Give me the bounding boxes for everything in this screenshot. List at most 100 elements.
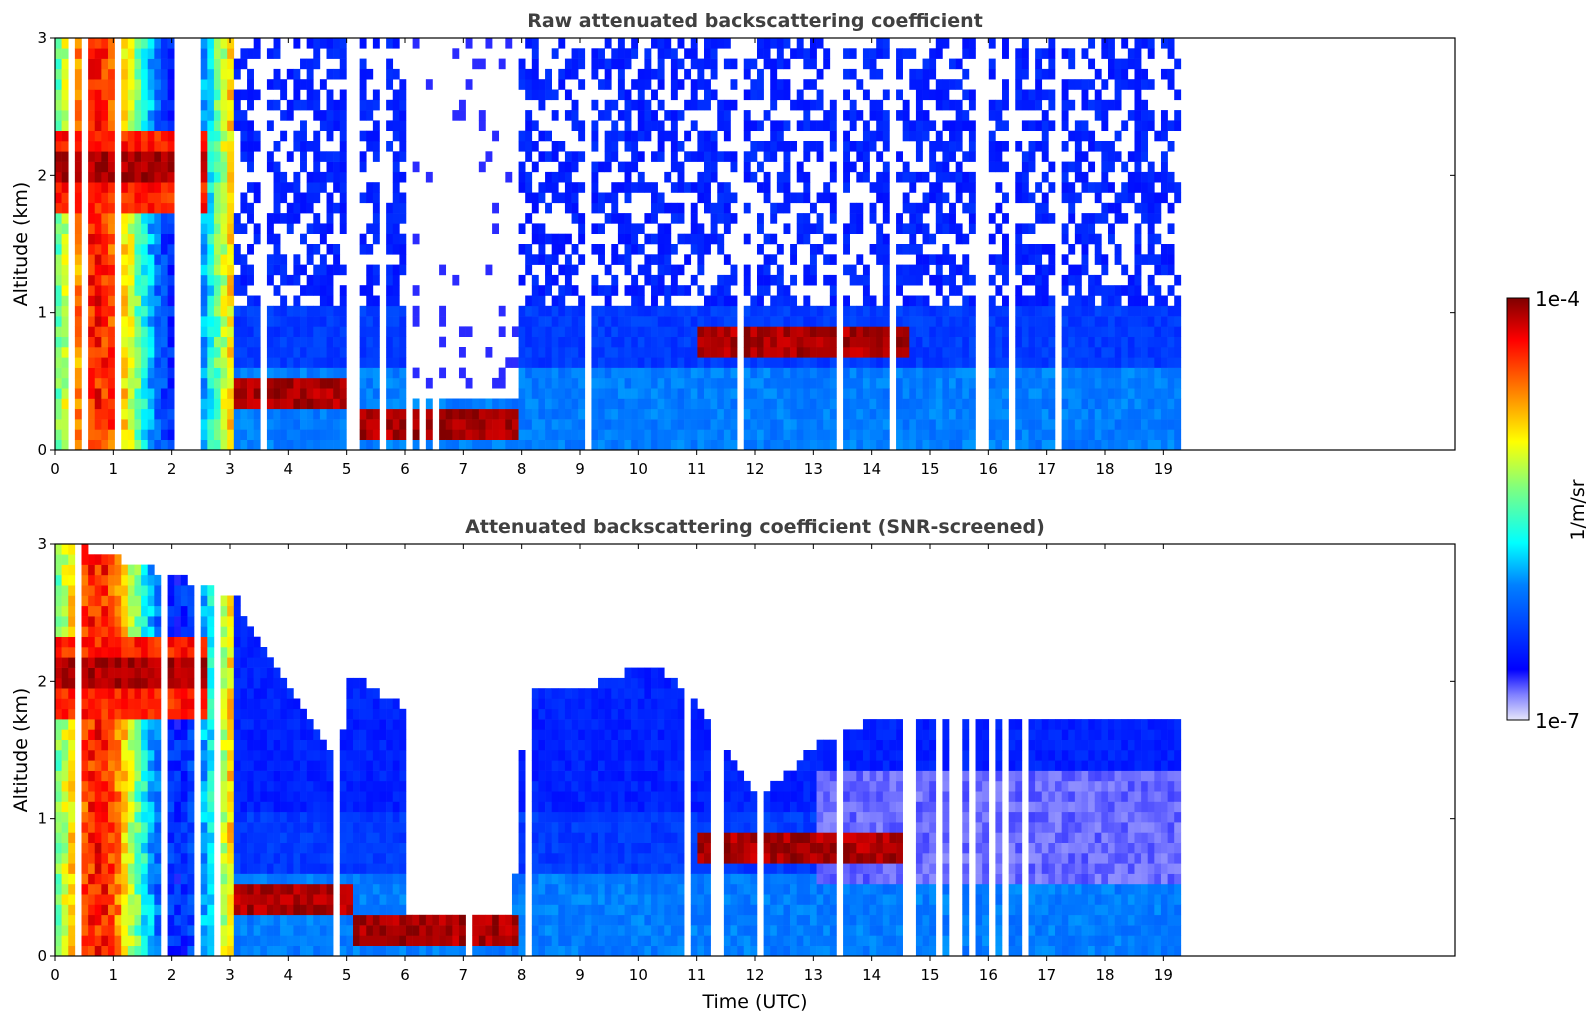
heatmap-cell: [598, 223, 605, 234]
heatmap-cell: [664, 254, 672, 265]
heatmap-cell: [756, 79, 764, 90]
heatmap-cell: [187, 719, 195, 730]
heatmap-cell: [1160, 408, 1168, 420]
heatmap-cell: [882, 347, 890, 358]
heatmap-cell: [439, 316, 447, 327]
heatmap-cell: [591, 408, 599, 420]
heatmap-cell: [823, 316, 831, 327]
heatmap-cell: [631, 48, 639, 59]
heatmap-cell: [114, 822, 122, 833]
heatmap-cell: [240, 254, 248, 265]
heatmap-cell: [949, 408, 956, 420]
heatmap-cell: [359, 377, 367, 389]
heatmap-cell: [94, 873, 102, 885]
heatmap-cell: [571, 285, 579, 296]
heatmap-cell: [770, 99, 778, 111]
heatmap-cell: [240, 48, 248, 59]
heatmap-cell: [902, 244, 910, 255]
heatmap-cell: [743, 367, 751, 379]
heatmap-cell: [717, 285, 725, 296]
heatmap-cell: [730, 408, 738, 420]
heatmap-cell: [306, 305, 314, 317]
heatmap-cell: [856, 439, 864, 450]
heatmap-cell: [995, 439, 1003, 450]
heatmap-cell: [1074, 130, 1082, 142]
heatmap-cell: [127, 408, 135, 420]
heatmap-cell: [876, 151, 884, 162]
heatmap-cell: [763, 336, 771, 348]
heatmap-cell: [624, 89, 632, 101]
heatmap-cell: [1127, 305, 1135, 317]
heatmap-cell: [485, 151, 493, 162]
heatmap-cell: [1041, 388, 1049, 399]
heatmap-cell: [783, 202, 791, 214]
heatmap-cell: [591, 285, 599, 296]
heatmap-cell: [631, 182, 639, 193]
heatmap-cell: [74, 274, 82, 286]
heatmap-cell: [306, 419, 314, 430]
heatmap-cell: [445, 419, 453, 430]
heatmap-cell: [88, 760, 96, 771]
heatmap-cell: [339, 429, 347, 440]
heatmap-cell: [333, 439, 341, 450]
heatmap-cell: [127, 48, 135, 59]
heatmap-cell: [240, 316, 248, 327]
heatmap-cell: [359, 151, 367, 162]
heatmap-cell: [174, 925, 182, 936]
heatmap-cell: [141, 79, 149, 90]
heatmap-cell: [637, 295, 645, 307]
heatmap-cell: [220, 398, 228, 410]
heatmap-cell: [657, 99, 665, 111]
heatmap-cell: [386, 429, 394, 440]
heatmap-cell: [121, 161, 129, 173]
heatmap-cell: [1074, 233, 1082, 245]
heatmap-cell: [61, 347, 69, 358]
heatmap-cell: [876, 367, 884, 379]
heatmap-cell: [174, 698, 182, 710]
heatmap-cell: [200, 780, 208, 792]
heatmap-cell: [730, 367, 738, 379]
heatmap-cell: [134, 274, 142, 286]
heatmap-cell: [637, 120, 645, 131]
heatmap-cell: [1041, 295, 1049, 307]
heatmap-cell: [843, 233, 850, 245]
heatmap-cell: [107, 110, 115, 121]
heatmap-cell: [935, 377, 943, 389]
heatmap-cell: [697, 285, 705, 296]
heatmap-cell: [399, 357, 407, 368]
heatmap-cell: [187, 616, 195, 627]
heatmap-cell: [1002, 305, 1009, 317]
heatmap-cell: [127, 398, 135, 410]
heatmap-cell: [200, 863, 208, 874]
heatmap-cell: [200, 99, 208, 111]
heatmap-cell: [273, 326, 281, 337]
heatmap-cell: [909, 68, 917, 80]
heatmap-cell: [61, 38, 69, 49]
heatmap-cell: [598, 367, 605, 379]
heatmap-cell: [1068, 316, 1076, 327]
heatmap-cell: [68, 894, 76, 905]
heatmap-cell: [200, 151, 208, 162]
snr-screened-panel: Attenuated backscattering coefficient (S…: [10, 516, 1456, 1013]
heatmap-cell: [141, 89, 149, 101]
heatmap-cell: [127, 285, 135, 296]
heatmap-cell: [783, 58, 791, 70]
heatmap-cell: [551, 419, 559, 430]
heatmap-cell: [154, 894, 162, 905]
heatmap-cell: [101, 264, 109, 276]
heatmap-cell: [511, 326, 519, 337]
heatmap-cell: [107, 760, 115, 771]
heatmap-cell: [425, 377, 433, 389]
heatmap-cell: [174, 688, 182, 699]
heatmap-cell: [1081, 213, 1089, 224]
heatmap-cell: [372, 274, 380, 286]
heatmap-cell: [1167, 336, 1175, 348]
heatmap-cell: [942, 274, 950, 286]
heatmap-cell: [227, 274, 235, 286]
heatmap-cell: [61, 439, 69, 450]
heatmap-cell: [174, 904, 182, 916]
heatmap-cell: [730, 99, 738, 111]
heatmap-cell: [200, 336, 208, 348]
heatmap-cell: [949, 347, 956, 358]
heatmap-cell: [88, 202, 96, 214]
